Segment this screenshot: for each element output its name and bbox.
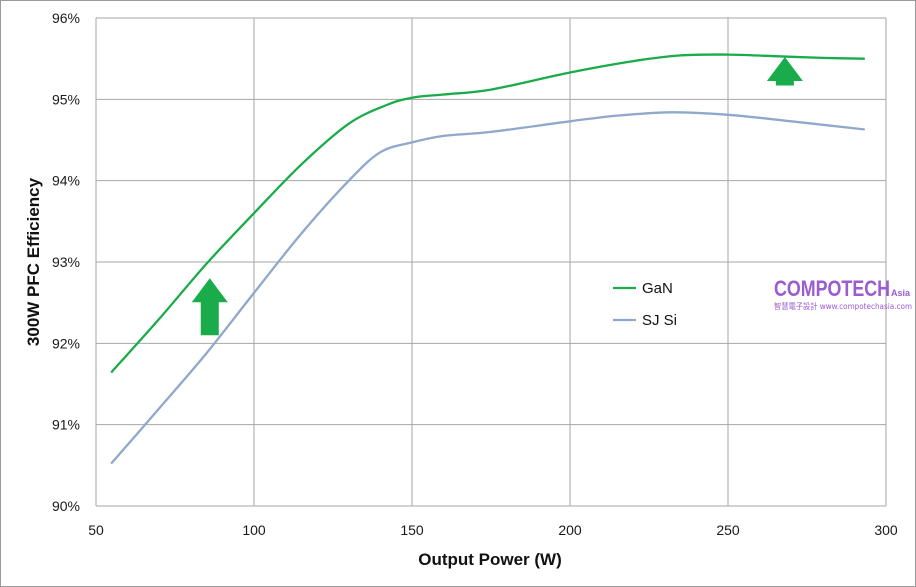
y-tick-label: 96% [52, 10, 80, 26]
x-tick-label: 150 [400, 522, 424, 538]
up-arrow-0 [191, 278, 228, 336]
y-tick-label: 91% [52, 417, 80, 433]
y-tick-label: 95% [52, 91, 80, 107]
x-tick-label: 100 [242, 522, 266, 538]
series-line-sj-si [110, 111, 866, 465]
x-tick-label: 250 [716, 522, 740, 538]
y-tick-label: 93% [52, 254, 80, 270]
watermark-subtitle: 智慧電子設計 www.compotechasia.com [774, 301, 912, 311]
legend: GaN SJ Si [613, 280, 677, 329]
x-tick-label: 300 [874, 522, 898, 538]
y-tick-label: 92% [52, 335, 80, 351]
watermark-main: COMPOTECH [774, 276, 890, 301]
legend-label-gan: GaN [642, 280, 673, 297]
x-tick-label: 50 [88, 522, 104, 538]
x-tick-label: 200 [558, 522, 582, 538]
y-tick-label: 94% [52, 173, 80, 189]
grid-lines [95, 17, 887, 507]
series-line-gan [110, 53, 866, 373]
y-axis-title: 300W PFC Efficiency [24, 177, 43, 346]
compotech-watermark-logo: COMPOTECH Asia 智慧電子設計 www.compotechasia.… [774, 276, 912, 311]
y-tick-label: 90% [52, 498, 80, 514]
up-arrow-1 [766, 57, 803, 86]
x-axis-title: Output Power (W) [418, 550, 562, 569]
annotation-arrows [191, 57, 803, 336]
legend-label-sjsi: SJ Si [642, 312, 677, 329]
series-lines [110, 53, 866, 465]
y-tick-labels: 90% 91% 92% 93% 94% 95% 96% [52, 10, 80, 514]
x-tick-labels: 50 100 150 200 250 300 [88, 522, 898, 538]
watermark-asia: Asia [891, 288, 911, 298]
